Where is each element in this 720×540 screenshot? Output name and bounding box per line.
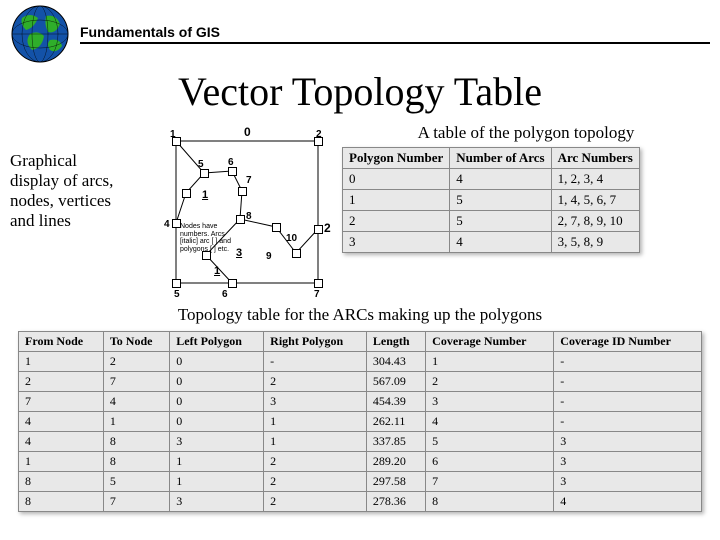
- table-row: 4831337.8553: [19, 432, 702, 452]
- slide-title: Vector Topology Table: [0, 68, 720, 115]
- globe-icon: [10, 4, 70, 64]
- table-row: 1812289.2063: [19, 452, 702, 472]
- table-header: From Node: [19, 332, 104, 352]
- polygon-label: 3: [236, 247, 242, 259]
- node-marker: [238, 187, 247, 196]
- node-label: 4: [164, 219, 170, 230]
- node-marker: [228, 167, 237, 176]
- node-marker: [314, 225, 323, 234]
- table-header: Polygon Number: [343, 148, 450, 169]
- outer-label: 2: [324, 221, 331, 235]
- node-marker: [228, 279, 237, 288]
- table-row: 2702567.092-: [19, 372, 702, 392]
- table-header: To Node: [103, 332, 169, 352]
- node-label: 5: [174, 289, 180, 300]
- node-label: 6: [228, 157, 234, 168]
- table-row: 8732278.3684: [19, 492, 702, 512]
- polygon-label: 1: [202, 189, 208, 201]
- header-rule: [80, 42, 710, 44]
- polygon-label: 1: [214, 265, 220, 277]
- topology-diagram: 125674810965713102Nodes have numbers. Ar…: [136, 123, 336, 295]
- table-header: Coverage Number: [426, 332, 554, 352]
- right-caption: A table of the polygon topology: [342, 123, 710, 143]
- node-marker: [182, 189, 191, 198]
- table-header: Arc Numbers: [551, 148, 639, 169]
- outer-label: 0: [244, 125, 251, 139]
- node-label: 2: [316, 129, 322, 140]
- table-row: 343, 5, 8, 9: [343, 232, 640, 253]
- course-title: Fundamentals of GIS: [80, 24, 710, 40]
- table-row: 252, 7, 8, 9, 10: [343, 211, 640, 232]
- left-caption: Graphical display of arcs, nodes, vertic…: [10, 123, 130, 231]
- node-marker: [236, 215, 245, 224]
- node-label: 9: [266, 251, 272, 262]
- table-row: 8512297.5873: [19, 472, 702, 492]
- table-row: 151, 4, 5, 6, 7: [343, 190, 640, 211]
- node-marker: [314, 279, 323, 288]
- node-label: 1: [170, 129, 176, 140]
- node-label: 6: [222, 289, 228, 300]
- table-header: Number of Arcs: [450, 148, 551, 169]
- node-marker: [272, 223, 281, 232]
- node-label: 8: [246, 211, 252, 222]
- node-marker: [172, 279, 181, 288]
- table-header: Right Polygon: [264, 332, 367, 352]
- node-label: 7: [246, 175, 252, 186]
- diagram-legend: Nodes have numbers. Arcs [italic] arc [ …: [180, 223, 234, 254]
- table-row: 4101262.114-: [19, 412, 702, 432]
- table-header: Left Polygon: [170, 332, 264, 352]
- polygon-topology-table: Polygon NumberNumber of ArcsArc Numbers …: [342, 147, 640, 253]
- table-header: Length: [366, 332, 425, 352]
- mid-caption: Topology table for the ARCs making up th…: [0, 305, 720, 325]
- node-label: 7: [314, 289, 320, 300]
- node-label: 10: [286, 233, 297, 244]
- node-marker: [200, 169, 209, 178]
- table-row: 120-304.431-: [19, 352, 702, 372]
- node-marker: [292, 249, 301, 258]
- table-row: 7403454.393-: [19, 392, 702, 412]
- table-row: 041, 2, 3, 4: [343, 169, 640, 190]
- node-label: 5: [198, 159, 204, 170]
- table-header: Coverage ID Number: [554, 332, 702, 352]
- arc-topology-table: From NodeTo NodeLeft PolygonRight Polygo…: [18, 331, 702, 512]
